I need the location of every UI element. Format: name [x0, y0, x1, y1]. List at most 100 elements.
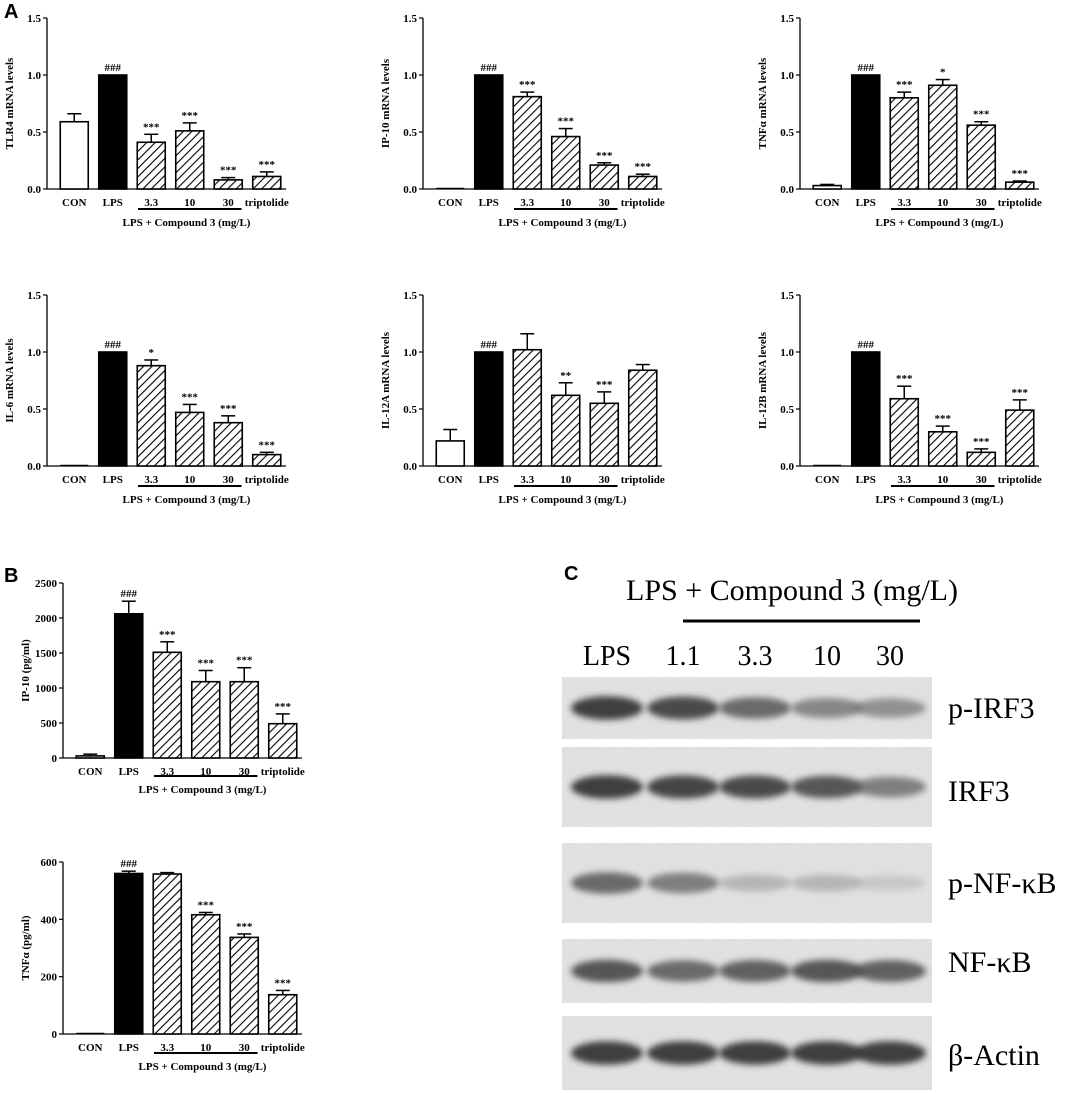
- blot-row-4: β-Actin: [562, 1016, 1040, 1090]
- x-tick-label: 10: [937, 474, 949, 486]
- x-tick-label: 30: [599, 197, 611, 209]
- blot-band: [791, 874, 863, 892]
- blot-band: [719, 1041, 791, 1065]
- y-tick-label: 1.0: [780, 70, 794, 82]
- significance-label: ***: [198, 658, 215, 670]
- significance-label: ***: [236, 921, 253, 933]
- significance-label: ***: [275, 701, 292, 713]
- significance-label: ***: [973, 109, 990, 121]
- y-tick-label: 0: [52, 1029, 58, 1041]
- bar-CON: [59, 120, 90, 190]
- bar-triptolide: [251, 453, 282, 467]
- y-tick-label: 500: [41, 718, 58, 730]
- x-tick-label: CON: [438, 197, 463, 209]
- significance-label: **: [560, 370, 572, 382]
- x-tick-label: CON: [78, 766, 103, 778]
- x-tick-label: triptolide: [998, 197, 1042, 209]
- blot-band: [647, 872, 719, 894]
- x-tick-label: CON: [815, 197, 840, 209]
- y-tick-label: 0.5: [780, 404, 794, 416]
- x-tick-label: LPS: [856, 474, 876, 486]
- bar-30: [589, 402, 620, 467]
- x-tick-label: triptolide: [245, 474, 289, 486]
- bar-30: [229, 936, 260, 1035]
- bar-LPS: [850, 351, 881, 467]
- y-tick-label: 400: [41, 914, 58, 926]
- x-tick-label: 3.3: [897, 197, 911, 209]
- bar-triptolide: [627, 369, 658, 467]
- y-tick-label: 1.5: [780, 13, 794, 25]
- significance-label: ###: [481, 339, 498, 351]
- y-axis-label: TLR4 mRNA levels: [4, 57, 16, 149]
- lane-label: 10: [813, 641, 841, 672]
- blot-band: [719, 960, 791, 982]
- x-tick-label: 3.3: [144, 474, 158, 486]
- significance-label: ***: [596, 379, 613, 391]
- bar-10: [550, 394, 581, 467]
- x-tick-label: triptolide: [261, 766, 305, 778]
- y-axis-label: IL-12B mRNA levels: [757, 331, 769, 429]
- significance-label: ###: [105, 62, 122, 74]
- significance-label: ***: [275, 977, 292, 989]
- significance-label: ***: [220, 403, 237, 415]
- significance-label: ***: [1012, 168, 1029, 180]
- y-axis-label: IL-6 mRNA levels: [4, 338, 16, 423]
- bar-LPS: [113, 872, 144, 1035]
- blot-row-label: p-NF-κB: [948, 867, 1056, 900]
- lane-label: 30: [876, 641, 904, 672]
- chart-il12b_mrna: 0.0 0.5 1.0 1.5 IL-12B mRNA levels CON ### LPS *…: [757, 290, 1042, 506]
- y-tick-label: 1.5: [27, 13, 41, 25]
- significance-label: ###: [121, 858, 138, 870]
- significance-label: ###: [481, 62, 498, 74]
- y-tick-label: 0.5: [403, 404, 417, 416]
- significance-label: ***: [519, 79, 536, 91]
- chart-tnfa_protein: 0 200 400 600 TNFα (pg/ml) CON ### LPS 3.3 *** 10 *…: [20, 857, 305, 1073]
- blot-band: [854, 698, 926, 718]
- x-tick-label: 30: [223, 197, 235, 209]
- bar-LPS: [473, 351, 504, 467]
- significance-label: ***: [182, 391, 199, 403]
- significance-label: ***: [259, 159, 276, 171]
- significance-label: ***: [558, 116, 575, 128]
- bar-LPS: [97, 74, 128, 190]
- significance-label: ***: [236, 655, 253, 667]
- x-tick-label: CON: [815, 474, 840, 486]
- y-axis-label: IP-10 mRNA levels: [380, 58, 392, 148]
- blot-band: [791, 775, 863, 799]
- x-tick-label: CON: [78, 1042, 103, 1054]
- y-tick-label: 1.5: [403, 13, 417, 25]
- bar-3.3: [152, 873, 183, 1035]
- blot-band: [571, 1041, 643, 1065]
- x-tick-label: LPS: [103, 474, 123, 486]
- x-tick-label: CON: [62, 197, 87, 209]
- significance-label: *: [940, 67, 946, 79]
- blot-row-1: IRF3: [562, 747, 1010, 827]
- bar-10: [190, 680, 221, 759]
- group-label: LPS + Compound 3 (mg/L): [499, 217, 627, 229]
- bar-3.3: [889, 397, 920, 467]
- bar-30: [229, 680, 260, 759]
- x-tick-label: LPS: [856, 197, 876, 209]
- x-tick-label: 3.3: [520, 197, 534, 209]
- y-tick-label: 1.5: [780, 290, 794, 302]
- bar-3.3: [136, 141, 167, 190]
- lane-label: 1.1: [666, 641, 701, 672]
- significance-label: ***: [220, 165, 237, 177]
- x-tick-label: 30: [239, 766, 251, 778]
- bar-triptolide: [267, 993, 298, 1035]
- bar-triptolide: [267, 722, 298, 759]
- significance-label: ###: [105, 339, 122, 351]
- bar-10: [174, 411, 205, 467]
- y-tick-label: 0.0: [780, 461, 794, 473]
- x-tick-label: 3.3: [520, 474, 534, 486]
- blot-band: [719, 697, 791, 719]
- panel-letter-b: B: [4, 565, 18, 587]
- x-tick-label: triptolide: [998, 474, 1042, 486]
- significance-label: ***: [896, 373, 913, 385]
- chart-tlr4: 0.0 0.5 1.0 1.5 TLR4 mRNA levels CON ### LPS ***…: [4, 13, 289, 229]
- bar-triptolide: [627, 175, 658, 190]
- significance-label: ###: [858, 339, 875, 351]
- y-tick-label: 0.0: [780, 184, 794, 196]
- y-tick-label: 200: [41, 972, 58, 984]
